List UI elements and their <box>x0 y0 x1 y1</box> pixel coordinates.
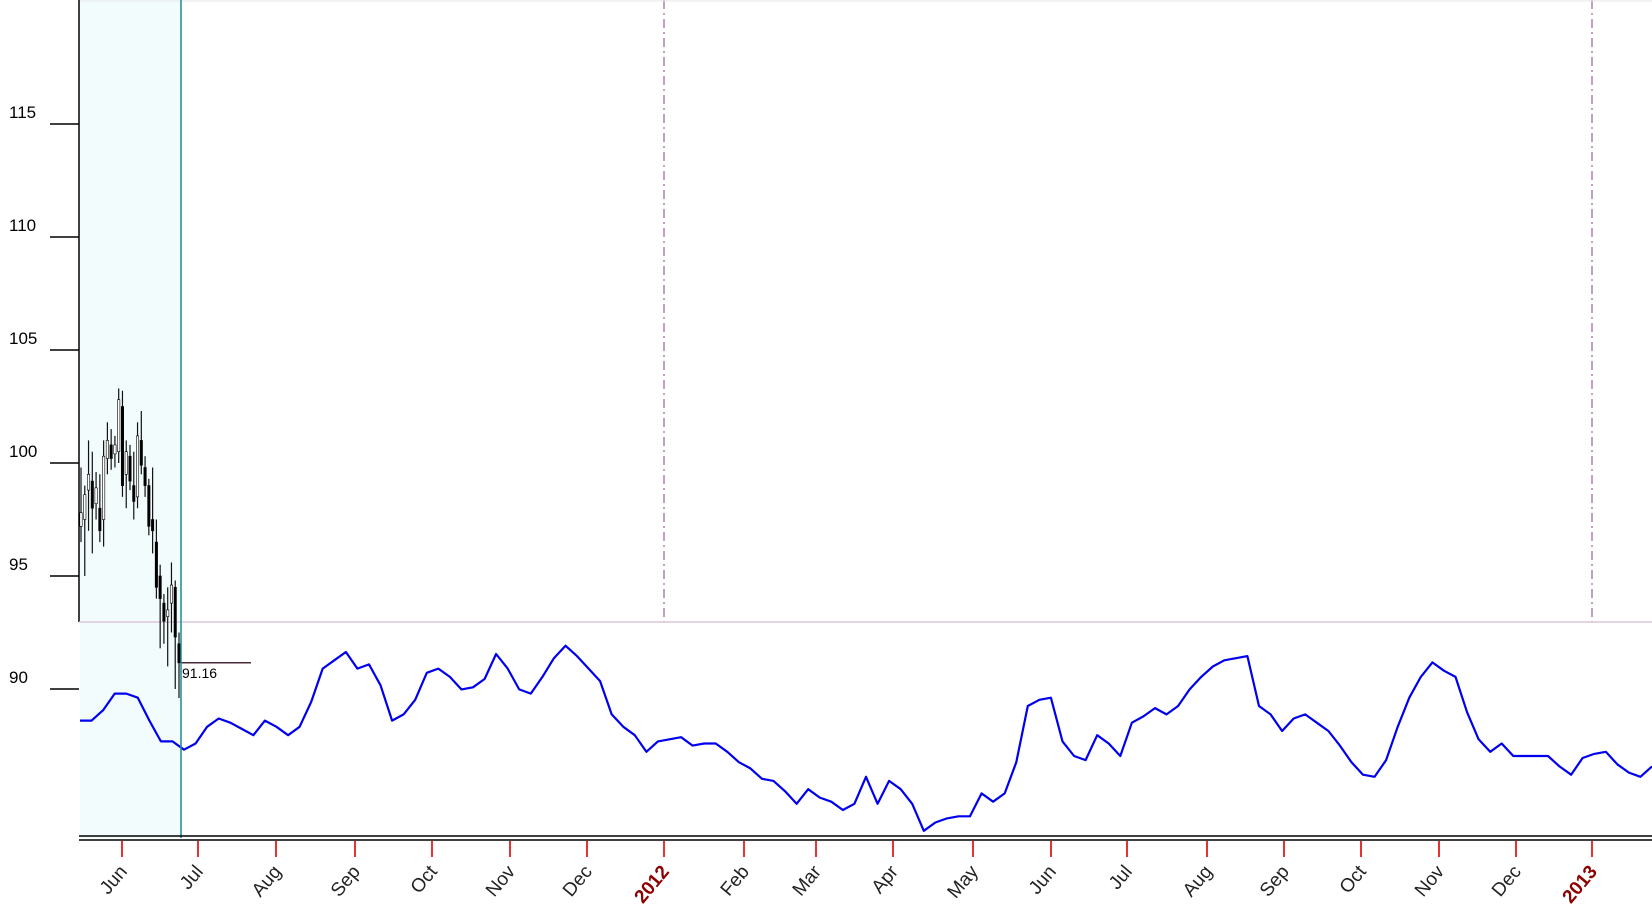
candle <box>158 564 162 649</box>
y-tick-label: 95 <box>9 555 28 574</box>
candle <box>136 422 140 509</box>
candle-body <box>169 584 173 604</box>
x-tick-month-label: Jul <box>176 862 208 894</box>
candle-body <box>98 507 102 532</box>
candle <box>177 632 181 699</box>
x-tick-month-label: Sep <box>1256 862 1294 901</box>
candle-body <box>143 467 147 486</box>
candle <box>120 390 124 497</box>
year-dividers <box>663 0 1593 622</box>
candle <box>154 519 158 599</box>
x-tick-month-label: Sep <box>327 862 365 901</box>
candle <box>124 440 128 509</box>
candle-body <box>120 406 124 486</box>
candle <box>173 580 177 689</box>
x-tick-month-label: Jun <box>1025 862 1061 899</box>
candle <box>169 562 173 633</box>
x-tick-month-label: Nov <box>482 861 520 901</box>
last-price-label: 91.16 <box>182 665 217 681</box>
x-tick-month-label: Nov <box>1411 861 1449 901</box>
candle-body <box>162 602 166 622</box>
x-tick-month-label: May <box>944 861 983 902</box>
x-tick-month-label: Oct <box>1336 861 1372 898</box>
candle-body <box>173 586 177 638</box>
x-tick-month-label: Mar <box>789 861 827 900</box>
y-tick-label: 110 <box>9 216 36 235</box>
candle <box>147 478 151 536</box>
candle-body <box>117 399 121 453</box>
candle <box>113 435 117 468</box>
candle-body <box>158 575 162 599</box>
highlight-band <box>80 0 181 838</box>
x-tick-month-label: Aug <box>248 862 286 901</box>
x-tick-month-label: Apr <box>868 861 904 898</box>
x-tick-month-label: Dec <box>1488 862 1526 901</box>
time-x-axis: Jun Jul Aug Sep Oct Nov Dec 2012 Feb Mar Apr May Jun… <box>96 841 1602 908</box>
y-tick-label: 100 <box>9 442 37 461</box>
y-tick-label: 105 <box>9 329 37 348</box>
candle <box>87 440 91 531</box>
candle-body <box>90 480 94 509</box>
x-tick-year-label: 2012 <box>631 862 674 908</box>
candle <box>166 587 170 667</box>
price-y-axis: 115 110 105 100 95 90 <box>9 103 79 690</box>
candle <box>132 451 136 520</box>
candle <box>117 388 121 463</box>
x-tick-month-label: Dec <box>559 862 597 901</box>
candle-body <box>83 494 87 520</box>
candle <box>105 422 109 475</box>
candle-body <box>94 487 98 504</box>
y-tick-label: 90 <box>9 668 28 687</box>
candle <box>143 456 147 497</box>
candle-body <box>136 435 140 498</box>
x-tick-year-label: 2013 <box>1559 862 1602 908</box>
candle-body <box>177 643 181 664</box>
candle-body <box>102 455 106 520</box>
candle-body <box>147 485 151 527</box>
candle-body <box>128 455 132 482</box>
candle-body <box>151 519 155 532</box>
x-tick-month-label: Aug <box>1179 862 1217 901</box>
candle <box>102 440 106 547</box>
x-tick-month-label: Feb <box>717 862 754 901</box>
y-tick-label: 115 <box>9 103 36 122</box>
candle <box>79 467 83 543</box>
x-tick-month-label: Oct <box>407 861 443 898</box>
candle-body <box>105 440 109 459</box>
candle <box>162 594 166 644</box>
candlestick-series <box>79 388 181 699</box>
candle-body <box>139 440 143 466</box>
x-tick-month-label: Jul <box>1105 862 1137 894</box>
indicator-line <box>80 644 1652 832</box>
candle <box>98 474 102 543</box>
candle-body <box>154 541 158 588</box>
x-tick-month-label: Jun <box>96 862 132 899</box>
candle <box>151 467 155 554</box>
candle <box>109 429 113 470</box>
candle <box>128 444 132 491</box>
candle-body <box>109 444 113 459</box>
candle-body <box>87 473 91 491</box>
candle-body <box>113 444 117 455</box>
candle-body <box>124 451 128 475</box>
candle <box>83 485 87 576</box>
candle <box>139 411 143 475</box>
candle-body <box>79 512 83 527</box>
candle-body <box>166 609 170 617</box>
candle <box>90 451 94 554</box>
candle-body <box>132 485 136 502</box>
candle <box>94 472 98 520</box>
